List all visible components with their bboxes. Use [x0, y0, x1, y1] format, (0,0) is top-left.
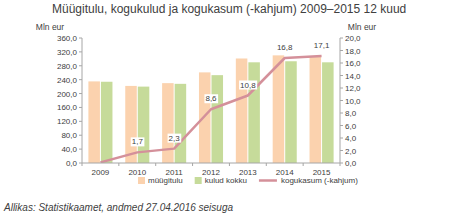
bar — [248, 62, 260, 163]
y2-tick-label: 10,0 — [345, 97, 361, 106]
title: Müügitulu, kogukulud ja kogukasum (-kahj… — [52, 2, 406, 16]
y-tick-label: 40,0 — [61, 145, 77, 154]
data-label: 1,7 — [132, 137, 144, 146]
y2-tick-label: 8,0 — [345, 109, 357, 118]
x-axis — [82, 163, 340, 164]
bar — [175, 84, 187, 163]
y-tick-label: 80,0 — [61, 131, 77, 140]
y2-tick-label: 0,0 — [345, 159, 357, 168]
y2-tick-label: 14,0 — [345, 72, 361, 81]
y-tick-label: 240,0 — [57, 76, 78, 85]
bar — [236, 58, 248, 163]
legend-label: kogukasum (-kahjum) — [281, 176, 358, 185]
legend-swatch — [195, 177, 202, 184]
x-tick — [192, 163, 193, 166]
bar — [310, 56, 322, 163]
bar — [322, 62, 334, 163]
data-label-bg — [239, 81, 257, 90]
y2-tick-label: 2,0 — [345, 147, 357, 156]
data-label-bg — [131, 137, 145, 146]
bar — [101, 82, 113, 163]
legend: müügitulu kulud kokku kogukasum (-kahjum) — [138, 176, 358, 185]
data-label-bg — [204, 94, 218, 103]
data-label-bg — [168, 134, 182, 143]
legend-label: müügitulu — [148, 176, 183, 185]
legend-swatch — [259, 179, 277, 182]
bar — [273, 55, 285, 163]
y-axis — [82, 38, 83, 163]
bar — [125, 86, 137, 163]
data-label: 10,8 — [240, 81, 256, 90]
data-label: 16,8 — [277, 43, 293, 52]
y2-tick-label: 16,0 — [345, 59, 361, 68]
y2-tick-label: 12,0 — [345, 84, 361, 93]
bar — [285, 61, 297, 163]
y2-tick-label: 18,0 — [345, 47, 361, 56]
data-label: 2,3 — [169, 134, 181, 143]
y-tick-label: 160,0 — [57, 103, 78, 112]
data-label-bg — [313, 41, 331, 50]
line — [100, 56, 321, 162]
x-tick-label: 2010 — [128, 168, 146, 177]
y2-tick-label: 4,0 — [345, 134, 357, 143]
data-label: 8,6 — [205, 94, 217, 103]
y-tick-label: 120,0 — [57, 117, 78, 126]
x-tick-label: 2009 — [92, 168, 110, 177]
y-axis-label: Mln eur — [36, 22, 65, 32]
x-tick — [82, 163, 83, 166]
y2-axis — [340, 38, 341, 163]
x-tick — [155, 163, 156, 166]
bar — [212, 75, 224, 163]
y-tick-label: 280,0 — [57, 62, 78, 71]
bar — [88, 81, 100, 163]
data-label: 17,1 — [314, 41, 330, 50]
y-tick-label: 0,0 — [66, 159, 78, 168]
source: Allikas: Statistikaamet, andmed 27.04.20… — [3, 202, 233, 213]
y2-tick-label: 6,0 — [345, 122, 357, 131]
x-tick — [266, 163, 267, 166]
y-tick-label: 320,0 — [57, 48, 78, 57]
plot-area — [88, 55, 333, 163]
chart: Müügitulu, kogukulud ja kogukasum (-kahj… — [0, 0, 475, 220]
x-tick — [340, 163, 341, 166]
x-tick — [229, 163, 230, 166]
legend-label: kulud kokku — [205, 176, 247, 185]
y-tick-label: 200,0 — [57, 90, 78, 99]
bar — [162, 83, 174, 163]
legend-swatch — [138, 177, 145, 184]
data-label-bg — [276, 43, 294, 52]
y2-axis-label: Mln eur — [348, 22, 377, 32]
x-tick — [303, 163, 304, 166]
y-tick-label: 360,0 — [57, 34, 78, 43]
y2-tick-label: 20,0 — [345, 34, 361, 43]
x-tick — [118, 163, 119, 166]
